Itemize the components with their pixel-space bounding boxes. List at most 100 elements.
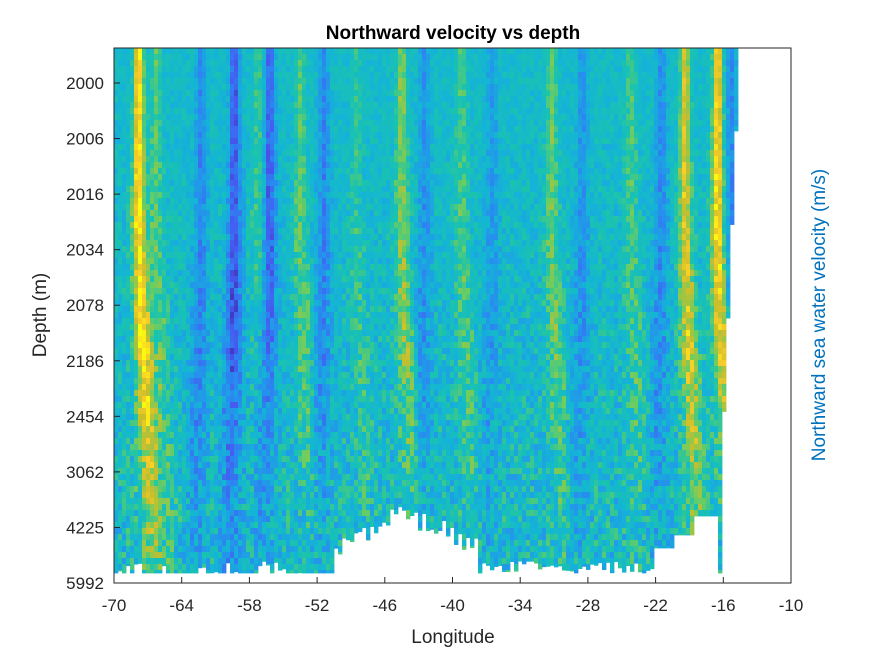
heatmap-cell — [170, 258, 175, 265]
heatmap-cell — [214, 84, 219, 91]
heatmap-cell — [178, 504, 183, 511]
heatmap-cell — [318, 198, 323, 205]
heatmap-cell — [322, 354, 327, 361]
heatmap-cell — [318, 540, 323, 547]
heatmap-cell — [302, 186, 307, 193]
heatmap-cell — [142, 432, 147, 439]
heatmap-cell — [262, 204, 267, 211]
heatmap-cell — [146, 120, 151, 127]
heatmap-cell — [226, 360, 231, 367]
heatmap-cell — [118, 78, 123, 85]
heatmap-cell — [222, 96, 227, 103]
heatmap-cell — [230, 48, 235, 55]
heatmap-cell — [114, 378, 119, 385]
heatmap-cell — [162, 468, 167, 475]
heatmap-cell — [194, 108, 199, 115]
heatmap-cell — [322, 426, 327, 433]
heatmap-cell — [274, 72, 279, 79]
heatmap-cell — [318, 150, 323, 157]
heatmap-cell — [158, 342, 163, 349]
heatmap-cell — [138, 240, 143, 247]
heatmap-cell — [122, 306, 127, 313]
heatmap-cell — [266, 498, 271, 505]
heatmap-cell — [282, 516, 287, 523]
heatmap-cell — [126, 180, 131, 187]
heatmap-cell — [206, 504, 211, 511]
heatmap-cell — [174, 72, 179, 79]
heatmap-cell — [206, 270, 211, 277]
heatmap-cell — [182, 486, 187, 493]
heatmap-cell — [222, 234, 227, 241]
heatmap-cell — [278, 456, 283, 463]
heatmap-cell — [338, 408, 343, 415]
heatmap-cell — [258, 306, 263, 313]
heatmap-cell — [270, 480, 275, 487]
heatmap-cell — [314, 414, 319, 421]
heatmap-cell — [314, 300, 319, 307]
heatmap-cell — [302, 282, 307, 289]
heatmap-cell — [114, 90, 119, 97]
heatmap-cell — [222, 102, 227, 109]
heatmap-cell — [314, 534, 319, 541]
heatmap-cell — [170, 102, 175, 109]
heatmap-cell — [294, 84, 299, 91]
heatmap-cell — [222, 276, 227, 283]
heatmap-cell — [138, 252, 143, 259]
heatmap-cell — [250, 480, 255, 487]
heatmap-cell — [238, 102, 243, 109]
heatmap-cell — [178, 558, 183, 565]
heatmap-cell — [338, 468, 343, 475]
heatmap-cell — [278, 510, 283, 517]
heatmap-cell — [182, 438, 187, 445]
heatmap-cell — [130, 156, 135, 163]
heatmap-cell — [298, 228, 303, 235]
heatmap-cell — [250, 186, 255, 193]
heatmap-cell — [298, 252, 303, 259]
heatmap-cell — [254, 324, 259, 331]
heatmap-cell — [126, 114, 131, 121]
heatmap-cell — [242, 216, 247, 223]
heatmap-cell — [334, 78, 339, 85]
heatmap-cell — [298, 216, 303, 223]
heatmap-cell — [154, 156, 159, 163]
heatmap-cell — [134, 342, 139, 349]
heatmap-cell — [290, 132, 295, 139]
heatmap-cell — [310, 294, 315, 301]
heatmap-cell — [150, 480, 155, 487]
heatmap-cell — [226, 90, 231, 97]
heatmap-cell — [262, 174, 267, 181]
heatmap-cell — [174, 318, 179, 325]
heatmap-cell — [230, 198, 235, 205]
heatmap-cell — [210, 384, 215, 391]
heatmap-cell — [134, 258, 139, 265]
heatmap-cell — [150, 486, 155, 493]
heatmap-cell — [306, 270, 311, 277]
heatmap-cell — [238, 204, 243, 211]
heatmap-cell — [310, 414, 315, 421]
heatmap-cell — [210, 480, 215, 487]
heatmap-cell — [210, 498, 215, 505]
heatmap-cell — [294, 402, 299, 409]
heatmap-cell — [326, 396, 331, 403]
heatmap-cell — [218, 378, 223, 385]
heatmap-cell — [322, 102, 327, 109]
heatmap-cell — [166, 450, 171, 457]
heatmap-cell — [258, 126, 263, 133]
heatmap-cell — [178, 546, 183, 553]
heatmap-cell — [158, 468, 163, 475]
heatmap-cell — [266, 480, 271, 487]
heatmap-cell — [206, 558, 211, 565]
heatmap-cell — [122, 120, 127, 127]
heatmap-cell — [338, 432, 343, 439]
heatmap-cell — [250, 84, 255, 91]
heatmap-cell — [182, 186, 187, 193]
heatmap-cell — [290, 204, 295, 211]
heatmap-cell — [242, 378, 247, 385]
heatmap-cell — [170, 180, 175, 187]
heatmap-cell — [298, 108, 303, 115]
heatmap-cell — [174, 402, 179, 409]
heatmap-cell — [194, 276, 199, 283]
heatmap-cell — [302, 528, 307, 535]
heatmap-cell — [194, 300, 199, 307]
heatmap-cell — [326, 174, 331, 181]
